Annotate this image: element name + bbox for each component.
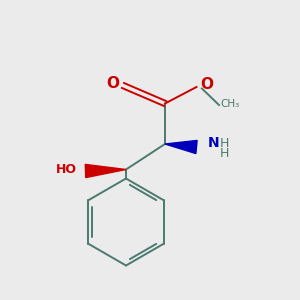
Text: H: H: [219, 147, 229, 160]
Text: O: O: [106, 76, 119, 92]
Text: H: H: [219, 137, 229, 150]
Text: O: O: [200, 76, 214, 92]
Text: N: N: [208, 136, 220, 150]
Text: CH₃: CH₃: [221, 99, 240, 109]
Text: HO: HO: [56, 163, 76, 176]
Polygon shape: [165, 140, 197, 154]
Polygon shape: [85, 164, 126, 178]
